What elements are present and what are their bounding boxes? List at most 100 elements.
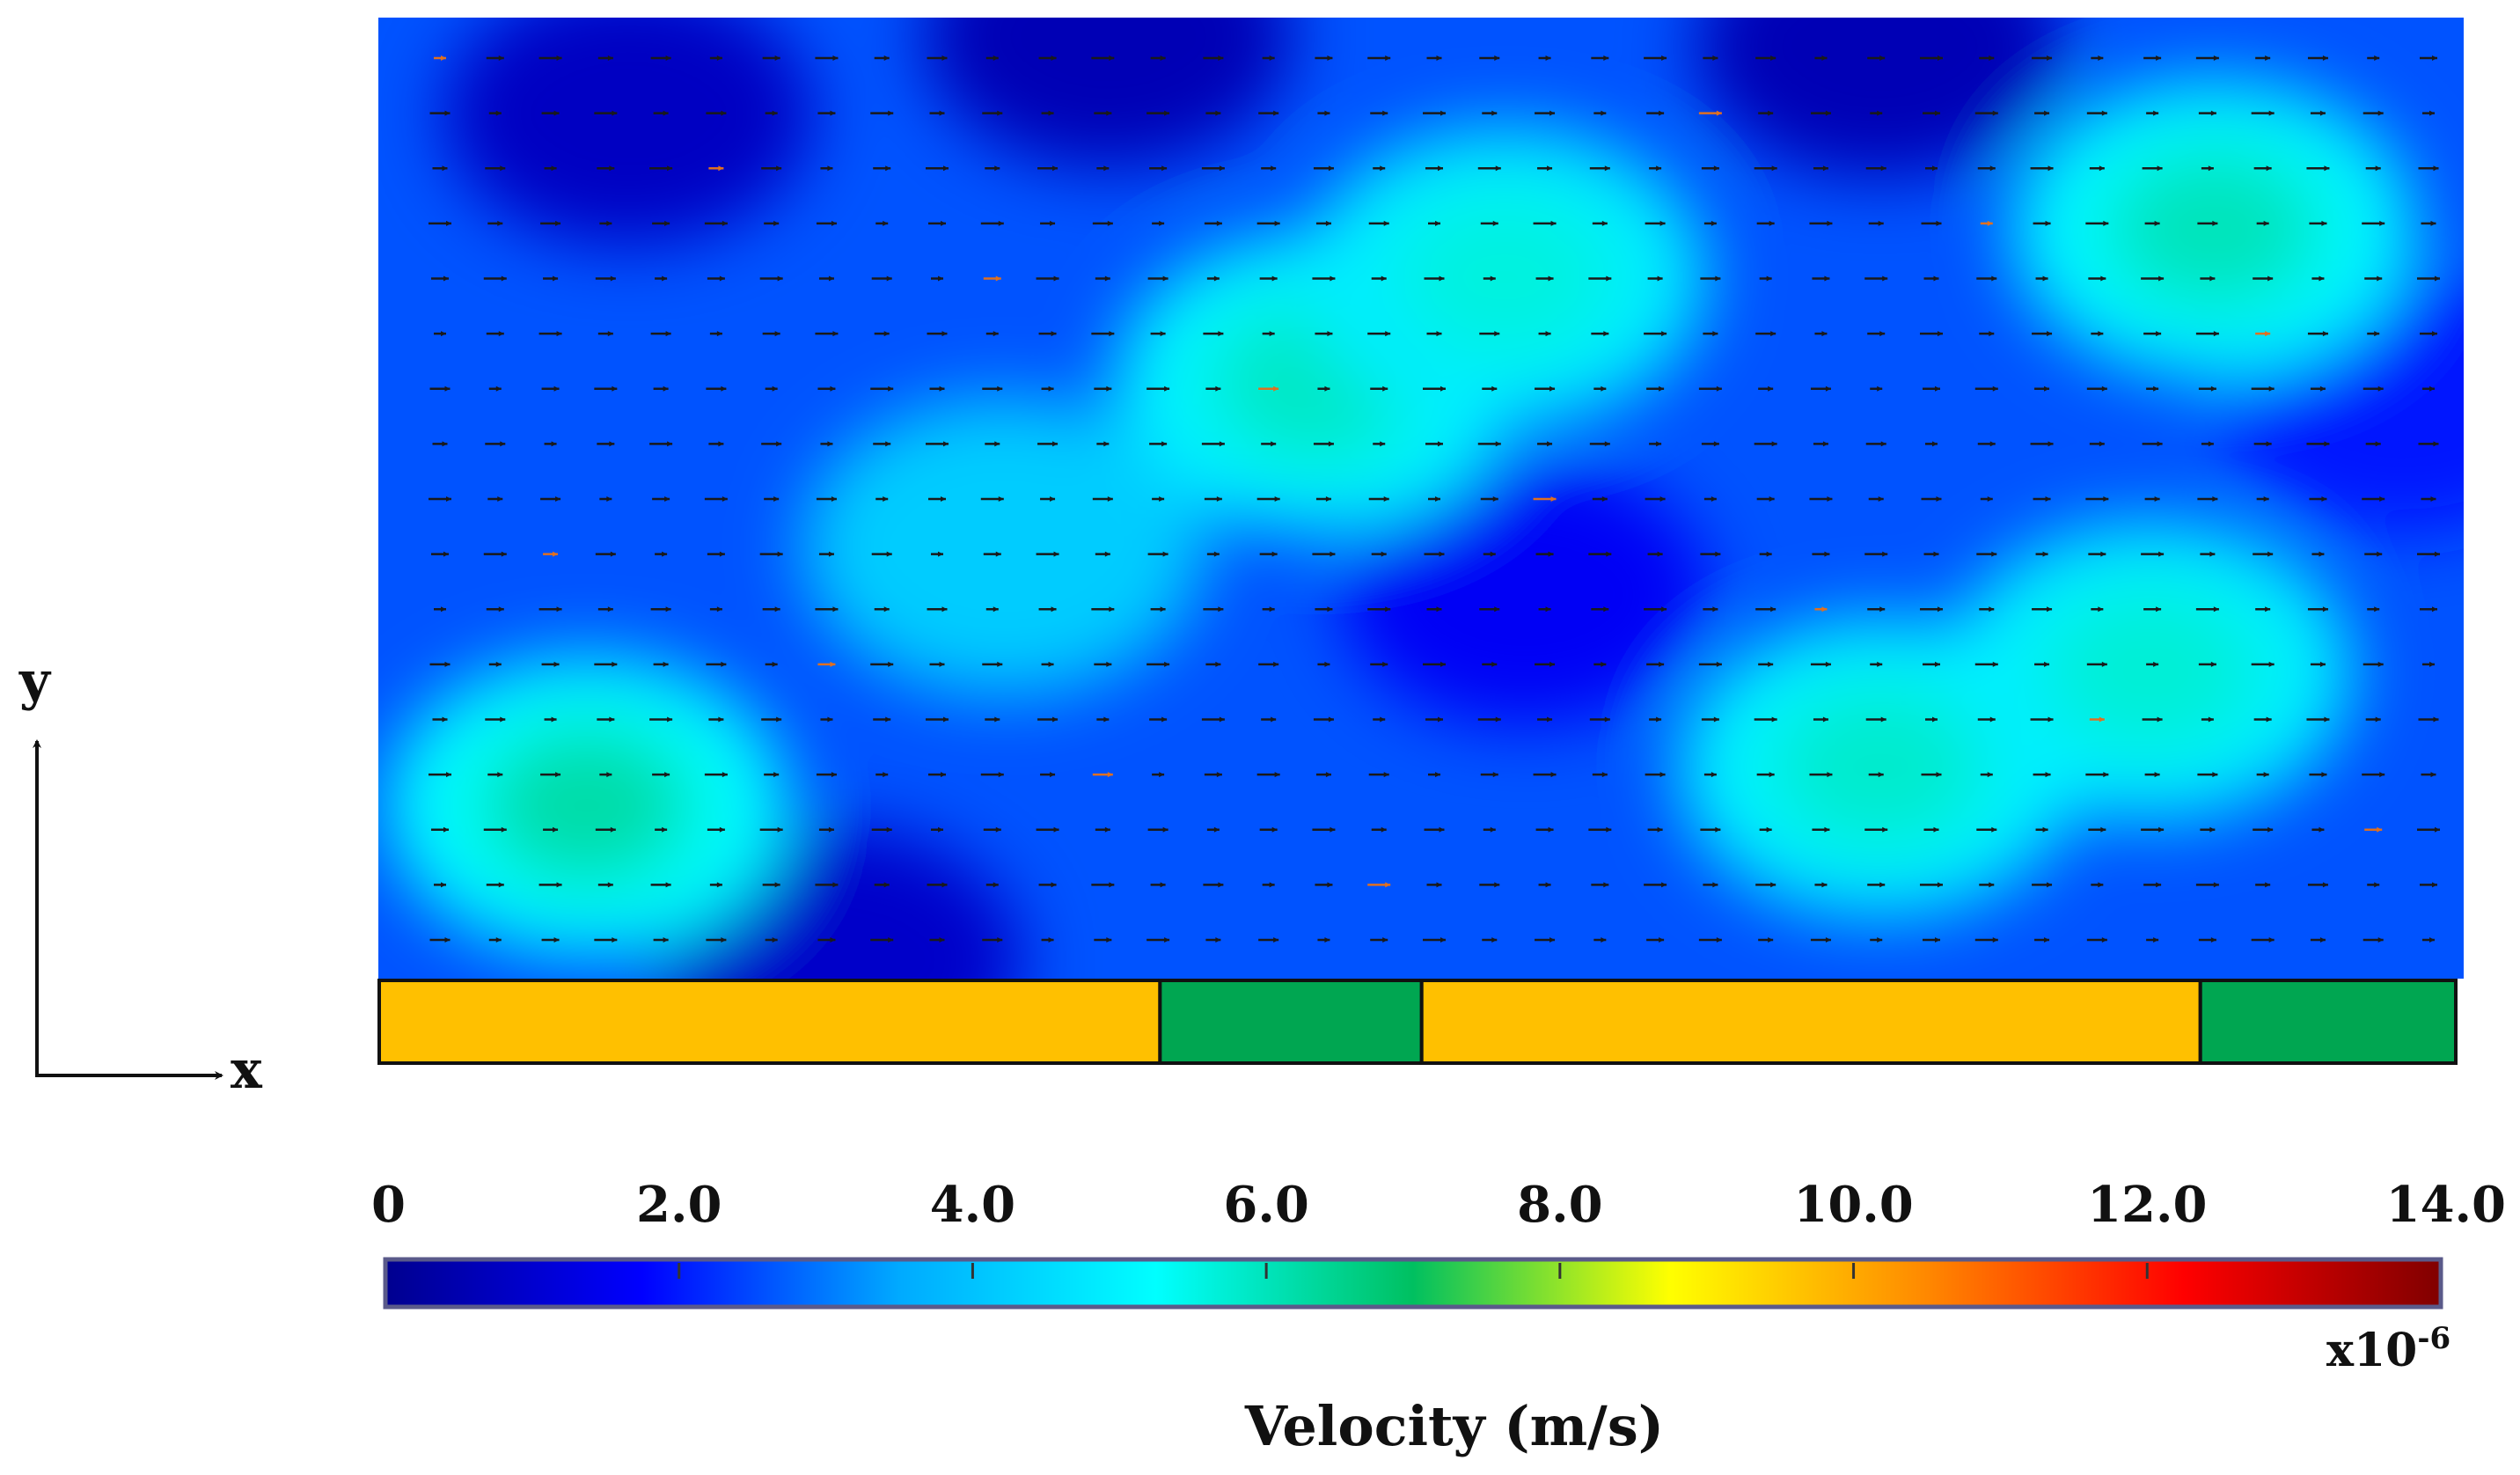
velocity-vector-head xyxy=(1712,606,1718,613)
velocity-vector-head xyxy=(1770,331,1776,337)
velocity-vector-head xyxy=(1048,110,1054,116)
velocity-vector-head xyxy=(1438,716,1443,723)
velocity-vector-head xyxy=(1989,165,1996,172)
velocity-vector-head xyxy=(1271,551,1278,557)
velocity-vector-head xyxy=(939,385,945,392)
velocity-vector-head xyxy=(1824,826,1830,833)
velocity-vector-head xyxy=(1273,110,1279,116)
velocity-vector-head xyxy=(997,661,1003,667)
velocity-vector-head xyxy=(997,937,1003,943)
colorbar-tick-label: 0 xyxy=(371,1176,406,1234)
velocity-vector-head xyxy=(1216,772,1222,778)
velocity-vector-head xyxy=(939,937,945,943)
velocity-vector-head xyxy=(1104,826,1110,833)
velocity-vector-head xyxy=(1604,716,1610,723)
velocity-vector-head xyxy=(446,220,451,226)
velocity-vector-head xyxy=(1051,606,1057,613)
velocity-vector-head xyxy=(1215,110,1221,116)
velocity-vector-head xyxy=(2268,661,2275,667)
velocity-vector-head xyxy=(2379,220,2385,226)
velocity-vector-head xyxy=(1601,385,1607,392)
velocity-vector-head xyxy=(1269,55,1275,61)
velocity-vector-head xyxy=(1164,937,1170,943)
velocity-vector-head xyxy=(2042,826,2048,833)
velocity-vector-head xyxy=(1545,55,1551,61)
velocity-vector-head xyxy=(2047,331,2053,337)
velocity-vector-head xyxy=(606,772,612,778)
velocity-vector-head xyxy=(1936,220,1942,226)
velocity-vector-head xyxy=(1604,441,1610,447)
velocity-vector-head xyxy=(1770,55,1776,61)
velocity-vector-head xyxy=(1991,826,1997,833)
velocity-vector-head xyxy=(665,882,671,888)
velocity-vector-head xyxy=(1383,496,1389,502)
velocity-vector-head xyxy=(776,441,782,447)
velocity-vector-head xyxy=(2374,882,2380,888)
velocity-vector-head xyxy=(1933,551,1939,557)
velocity-vector-head xyxy=(1330,551,1336,557)
velocity-vector-head xyxy=(1215,661,1221,667)
velocity-vector-head xyxy=(2379,496,2385,502)
velocity-vector-head xyxy=(718,165,724,172)
velocity-vector-head xyxy=(1824,275,1830,282)
colorbar-tick-label: 8.0 xyxy=(1517,1176,1602,1234)
velocity-vector-head xyxy=(1382,937,1388,943)
velocity-vector-head xyxy=(1712,55,1718,61)
velocity-vector-head xyxy=(2103,496,2109,502)
velocity-vector-head xyxy=(721,937,727,943)
velocity-vector-head xyxy=(1827,496,1833,502)
velocity-vector-head xyxy=(1109,882,1115,888)
velocity-vector-head xyxy=(1661,606,1667,613)
velocity-vector-head xyxy=(828,551,834,557)
velocity-vector-head xyxy=(776,165,782,172)
velocity-vector-head xyxy=(995,826,1001,833)
velocity-vector-head xyxy=(665,55,671,61)
boundary-segment-b xyxy=(2198,979,2458,1065)
velocity-vector-head xyxy=(1380,441,1386,447)
velocity-vector-head xyxy=(663,385,669,392)
velocity-vector-head xyxy=(1768,110,1774,116)
velocity-vector-head xyxy=(1215,937,1221,943)
velocity-vector-head xyxy=(665,606,671,613)
velocity-vector-head xyxy=(1324,110,1330,116)
velocity-vector-head xyxy=(1989,716,1996,723)
velocity-vector-head xyxy=(2209,551,2216,557)
velocity-vector-head xyxy=(1711,772,1717,778)
velocity-vector-head xyxy=(2213,606,2219,613)
velocity-vector-head xyxy=(1494,882,1500,888)
velocity-vector-head xyxy=(2154,496,2160,502)
velocity-vector-head xyxy=(1273,385,1279,392)
velocity-vector-head xyxy=(2048,441,2054,447)
velocity-vector-head xyxy=(2265,606,2271,613)
velocity-vector-head xyxy=(1879,882,1886,888)
velocity-vector-head xyxy=(2044,385,2050,392)
velocity-vector-head xyxy=(2430,220,2436,226)
velocity-vector-head xyxy=(1274,220,1280,226)
velocity-vector-head xyxy=(2047,55,2053,61)
velocity-vector-head xyxy=(2374,331,2380,337)
velocity-vector-head xyxy=(498,55,504,61)
velocity-vector-head xyxy=(830,937,836,943)
velocity-vector-head xyxy=(1048,661,1054,667)
velocity-vector-head xyxy=(883,55,890,61)
velocity-vector-head xyxy=(2433,441,2439,447)
velocity-vector-head xyxy=(2375,716,2381,723)
velocity-vector-head xyxy=(1989,441,1996,447)
velocity-vector-head xyxy=(1218,331,1224,337)
velocity-vector-head xyxy=(551,441,557,447)
velocity-vector-head xyxy=(1218,55,1224,61)
velocity-vector-head xyxy=(2213,55,2219,61)
velocity-vector-head xyxy=(2377,826,2383,833)
velocity-vector-head xyxy=(667,441,673,447)
velocity-vector-head xyxy=(498,331,504,337)
velocity-vector-head xyxy=(1769,496,1775,502)
velocity-vector-head xyxy=(1440,385,1446,392)
velocity-vector-head xyxy=(2266,716,2272,723)
velocity-vector-head xyxy=(1601,661,1607,667)
velocity-vector-head xyxy=(1052,441,1059,447)
velocity-vector-head xyxy=(444,661,451,667)
velocity-vector-head xyxy=(774,331,780,337)
velocity-vector-head xyxy=(1161,165,1168,172)
velocity-vector-head xyxy=(1159,772,1165,778)
velocity-vector-head xyxy=(1324,937,1330,943)
